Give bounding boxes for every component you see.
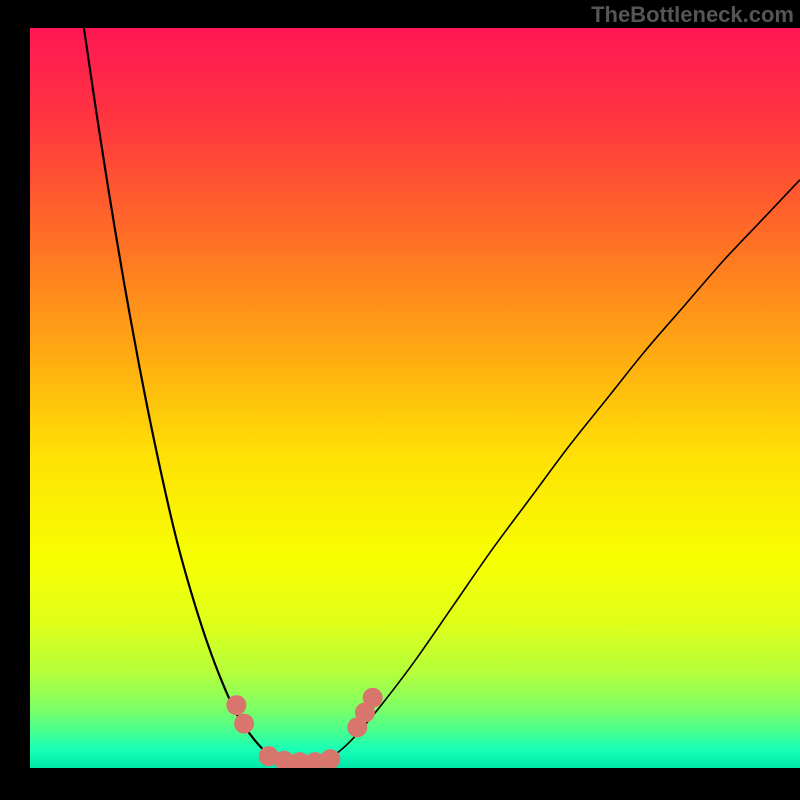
highlight-marker [363, 688, 383, 708]
highlight-marker [320, 749, 340, 769]
highlight-marker [226, 695, 246, 715]
frame-border-left [0, 0, 30, 800]
bottleneck-curve-chart [0, 0, 800, 800]
highlight-marker [234, 714, 254, 734]
frame-border-bottom [0, 768, 800, 800]
chart-frame: TheBottleneck.com [0, 0, 800, 800]
attribution-text: TheBottleneck.com [591, 2, 794, 28]
